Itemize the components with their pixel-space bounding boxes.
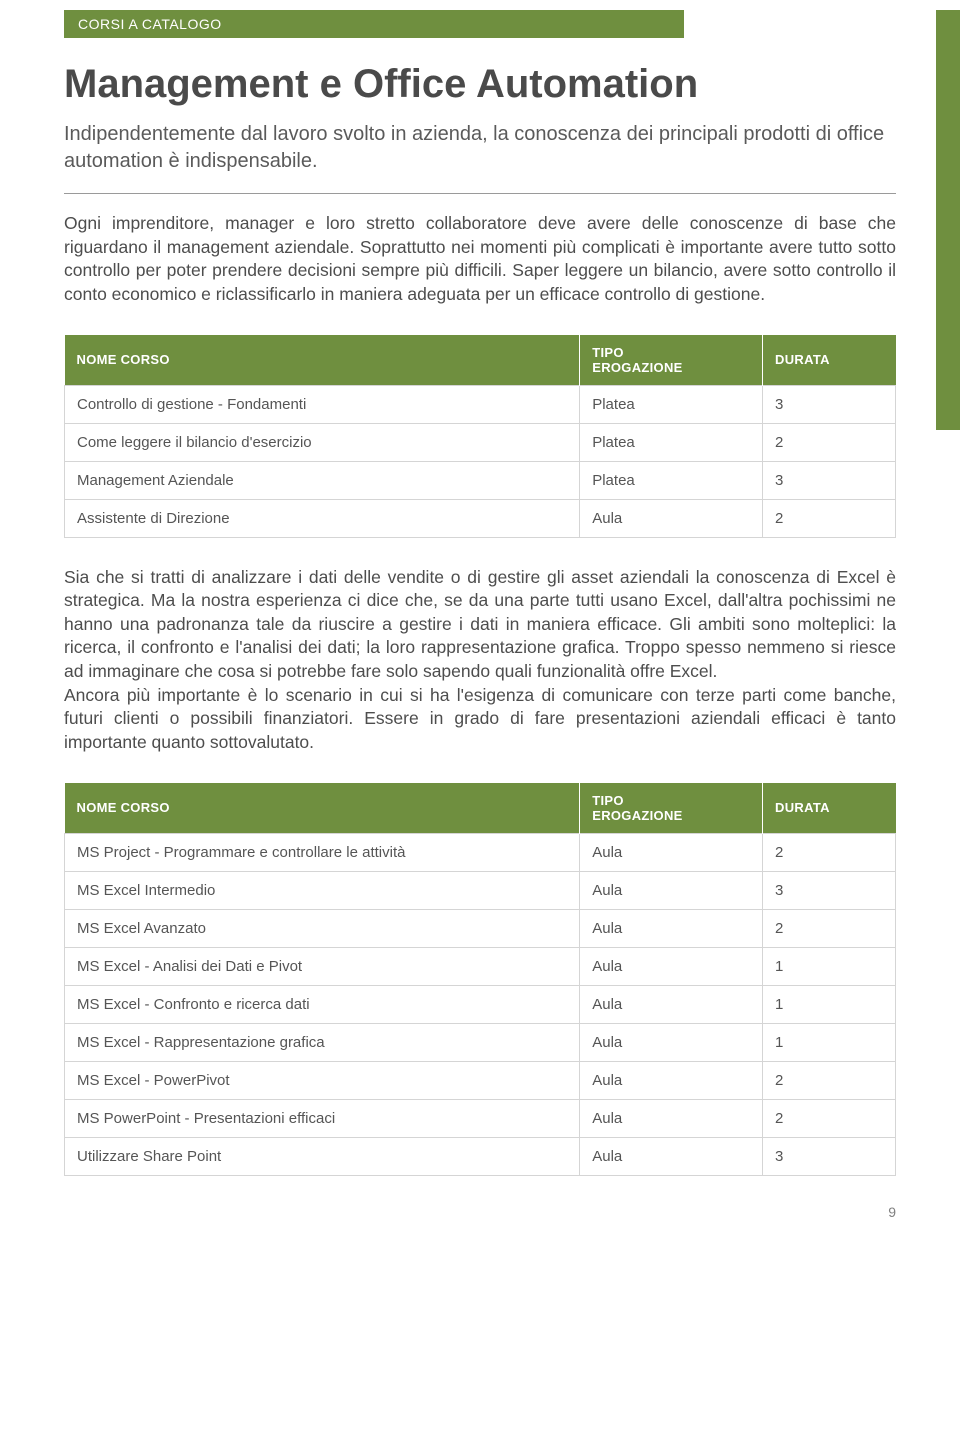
table-row: Controllo di gestione - FondamentiPlatea… [65, 385, 896, 423]
header-nome-corso: NOME CORSO [65, 335, 580, 386]
cell-durata: 2 [763, 1061, 896, 1099]
table-row: MS Excel - PowerPivotAula2 [65, 1061, 896, 1099]
table-row: Utilizzare Share PointAula3 [65, 1137, 896, 1175]
courses-table-1: NOME CORSO TIPO EROGAZIONE DURATA Contro… [64, 335, 896, 538]
cell-durata: 3 [763, 871, 896, 909]
table-row: MS Excel - Rappresentazione graficaAula1 [65, 1023, 896, 1061]
table-header-row: NOME CORSO TIPO EROGAZIONE DURATA [65, 783, 896, 834]
table-header-row: NOME CORSO TIPO EROGAZIONE DURATA [65, 335, 896, 386]
cell-tipo: Aula [580, 833, 763, 871]
cell-nome-corso: MS PowerPoint - Presentazioni efficaci [65, 1099, 580, 1137]
cell-durata: 2 [763, 833, 896, 871]
cell-nome-corso: Controllo di gestione - Fondamenti [65, 385, 580, 423]
cell-tipo: Aula [580, 1023, 763, 1061]
cell-nome-corso: Assistente di Direzione [65, 499, 580, 537]
cell-tipo: Aula [580, 871, 763, 909]
cell-nome-corso: Come leggere il bilancio d'esercizio [65, 423, 580, 461]
cell-tipo: Aula [580, 909, 763, 947]
page-title: Management e Office Automation [64, 62, 896, 107]
body-paragraph-2: Sia che si tratti di analizzare i dati d… [64, 566, 896, 755]
cell-durata: 1 [763, 985, 896, 1023]
table-row: MS Excel - Confronto e ricerca datiAula1 [65, 985, 896, 1023]
cell-durata: 2 [763, 423, 896, 461]
page-number: 9 [64, 1204, 896, 1220]
cell-durata: 1 [763, 1023, 896, 1061]
table-row: MS Project - Programmare e controllare l… [65, 833, 896, 871]
header-tipo-line1: TIPO [592, 793, 624, 808]
cell-durata: 2 [763, 499, 896, 537]
cell-nome-corso: MS Project - Programmare e controllare l… [65, 833, 580, 871]
header-durata: DURATA [763, 335, 896, 386]
cell-nome-corso: Utilizzare Share Point [65, 1137, 580, 1175]
cell-durata: 3 [763, 385, 896, 423]
cell-tipo: Platea [580, 385, 763, 423]
courses-table-2: NOME CORSO TIPO EROGAZIONE DURATA MS Pro… [64, 783, 896, 1176]
cell-durata: 2 [763, 909, 896, 947]
header-tipo-erogazione: TIPO EROGAZIONE [580, 335, 763, 386]
cell-nome-corso: MS Excel - PowerPivot [65, 1061, 580, 1099]
header-tipo-line2: EROGAZIONE [592, 360, 682, 375]
cell-tipo: Aula [580, 1061, 763, 1099]
table-row: MS Excel AvanzatoAula2 [65, 909, 896, 947]
cell-tipo: Aula [580, 1137, 763, 1175]
cell-nome-corso: MS Excel Avanzato [65, 909, 580, 947]
cell-tipo: Aula [580, 947, 763, 985]
table-row: Come leggere il bilancio d'esercizioPlat… [65, 423, 896, 461]
cell-durata: 2 [763, 1099, 896, 1137]
table-row: Assistente di DirezioneAula2 [65, 499, 896, 537]
table-row: Management AziendalePlatea3 [65, 461, 896, 499]
cell-tipo: Aula [580, 985, 763, 1023]
body-paragraph-1: Ogni imprenditore, manager e loro strett… [64, 212, 896, 307]
category-badge: CORSI A CATALOGO [64, 10, 684, 38]
divider [64, 193, 896, 194]
header-tipo-erogazione: TIPO EROGAZIONE [580, 783, 763, 834]
intro-paragraph: Indipendentemente dal lavoro svolto in a… [64, 121, 896, 175]
header-nome-corso: NOME CORSO [65, 783, 580, 834]
table-row: MS Excel - Analisi dei Dati e PivotAula1 [65, 947, 896, 985]
table-row: MS Excel IntermedioAula3 [65, 871, 896, 909]
cell-nome-corso: MS Excel - Analisi dei Dati e Pivot [65, 947, 580, 985]
header-durata: DURATA [763, 783, 896, 834]
cell-tipo: Platea [580, 461, 763, 499]
cell-tipo: Aula [580, 499, 763, 537]
side-accent-bar [936, 10, 960, 430]
header-tipo-line2: EROGAZIONE [592, 808, 682, 823]
header-tipo-line1: TIPO [592, 345, 624, 360]
cell-tipo: Aula [580, 1099, 763, 1137]
table-row: MS PowerPoint - Presentazioni efficaciAu… [65, 1099, 896, 1137]
cell-durata: 1 [763, 947, 896, 985]
cell-nome-corso: Management Aziendale [65, 461, 580, 499]
cell-tipo: Platea [580, 423, 763, 461]
cell-durata: 3 [763, 1137, 896, 1175]
cell-durata: 3 [763, 461, 896, 499]
cell-nome-corso: MS Excel - Rappresentazione grafica [65, 1023, 580, 1061]
cell-nome-corso: MS Excel Intermedio [65, 871, 580, 909]
cell-nome-corso: MS Excel - Confronto e ricerca dati [65, 985, 580, 1023]
